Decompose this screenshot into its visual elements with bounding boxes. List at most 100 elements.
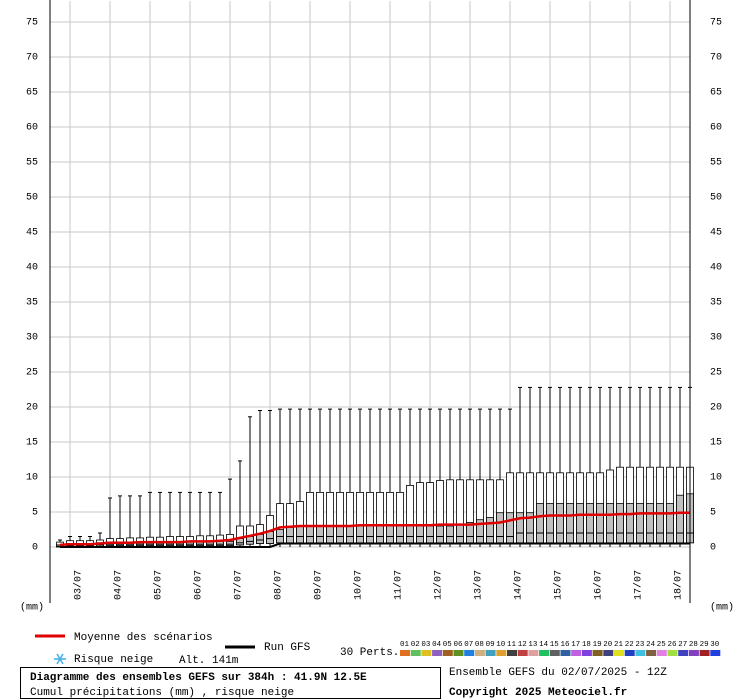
y-tick-label: 20 [26,403,38,414]
member-swatch [496,650,507,656]
member-label: 23 [635,641,645,649]
altitude: Alt. 141m [179,655,239,667]
inner-box [536,503,544,544]
inner-box [436,525,444,544]
inner-box [346,525,354,544]
inner-box [456,524,464,544]
member-swatch [421,650,432,656]
x-tick-label: 11/07 [393,570,405,600]
inner-box [356,525,364,544]
member-label: 02 [411,641,420,649]
x-tick-label: 08/07 [273,570,285,600]
member-swatch [710,650,721,656]
member-swatch [571,650,582,656]
inner-box [336,525,344,544]
inner-box [636,503,644,544]
member-swatch [667,650,678,656]
y-tick-label: 20 [710,403,722,414]
legend-label: Run GFS [264,642,311,654]
member-label: 08 [475,641,484,649]
member-label: 18 [582,641,591,649]
inner-box [386,525,394,544]
member-label: 12 [518,641,527,649]
inner-box [596,503,604,544]
y-tick-label: 45 [26,228,38,239]
y-tick-label: 65 [710,88,722,99]
member-swatch [656,650,667,656]
y-tick-label: 75 [710,18,722,29]
member-swatch [453,650,464,656]
member-label: 11 [507,641,517,649]
inner-box [266,531,274,544]
inner-box [306,525,314,544]
inner-box [286,527,294,544]
member-swatch [539,650,550,656]
inner-box [626,503,634,544]
inner-box [486,517,494,544]
x-tick-label: 17/07 [633,570,645,600]
series-line [60,542,690,548]
member-swatch [592,650,603,656]
subtitle: Cumul précipitations (mm) , risque neige [30,687,294,699]
inner-box [396,525,404,544]
members-label: 30 Perts. [340,647,399,659]
member-swatch [528,650,539,656]
member-label: 17 [571,641,580,649]
x-tick-label: 05/07 [153,570,165,600]
inner-box [576,503,584,544]
y-tick-label: 5 [710,508,716,519]
x-tick-label: 16/07 [593,570,605,600]
y-tick-label: 30 [26,333,38,344]
y-tick-label: 15 [710,438,722,449]
member-label: 16 [561,641,571,649]
y-tick-label: 40 [710,263,722,274]
inner-box [616,503,624,544]
member-label: 07 [464,641,473,649]
inner-box [506,512,514,544]
member-label: 25 [657,641,667,649]
inner-box [226,541,234,547]
member-swatch [442,650,453,656]
series-line [59,511,690,547]
inner-box [256,534,264,544]
x-tick-label: 18/07 [673,570,685,600]
inner-box [586,503,594,544]
title: Diagramme des ensembles GEFS sur 384h : … [30,672,367,684]
y-tick-label: 45 [710,228,722,239]
snow-label: Risque neige [74,654,153,666]
x-tick-label: 06/07 [193,570,205,600]
member-label: 06 [454,641,464,649]
member-label: 04 [432,641,442,649]
inner-box [446,525,454,544]
y-unit: (mm) [710,602,734,614]
member-label: 29 [700,641,709,649]
member-swatch [410,650,421,656]
y-unit: (mm) [20,602,44,614]
legend-label: Moyenne des scénarios [74,632,213,644]
y-tick-label: 65 [26,88,38,99]
x-tick-label: 12/07 [433,570,445,600]
y-tick-label: 40 [26,263,38,274]
inner-box [656,503,664,544]
member-swatch [614,650,624,656]
y-tick-label: 70 [710,53,722,64]
member-swatch [560,650,571,656]
copyright: Copyright 2025 Meteociel.fr [449,687,627,699]
member-label: 05 [443,641,453,649]
inner-box [666,503,674,544]
inner-box [606,503,614,544]
member-label: 24 [646,641,656,649]
y-tick-label: 10 [26,473,38,484]
member-label: 19 [593,641,602,649]
member-swatch [603,650,614,656]
member-label: 26 [668,641,678,649]
member-swatch [646,650,657,656]
member-label: 03 [421,641,431,649]
member-swatch [485,650,496,656]
x-tick-label: 14/07 [513,570,525,600]
x-tick-label: 13/07 [473,570,485,600]
inner-box [416,525,424,544]
inner-box [556,503,564,544]
x-tick-label: 10/07 [353,570,365,600]
